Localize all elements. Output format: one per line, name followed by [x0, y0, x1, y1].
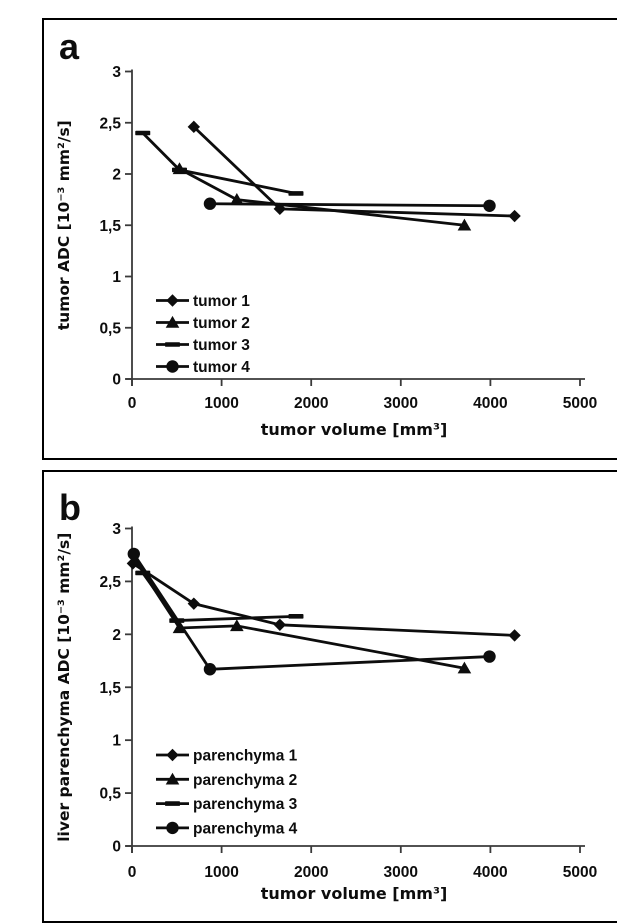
- x-tick-label: 5000: [563, 395, 597, 412]
- legend-item-tumor-2: tumor 2: [156, 315, 250, 332]
- legend-marker-diamond: [166, 748, 179, 762]
- data-point-marker: [483, 650, 496, 663]
- data-point-marker: [457, 661, 472, 674]
- series-line: [132, 553, 490, 671]
- x-tick-label: 5000: [563, 864, 597, 881]
- series-line: [141, 132, 297, 195]
- legend-label: parenchyma 4: [193, 820, 298, 837]
- series-line: [132, 562, 515, 637]
- legend-item-parenchyma-3: parenchyma 3: [156, 796, 298, 813]
- series-line: [209, 202, 490, 208]
- series-line: [133, 558, 465, 670]
- legend-label: parenchyma 1: [193, 748, 298, 765]
- data-point-marker: [288, 191, 304, 196]
- legend: parenchyma 1 parenchyma 2 parenchyma 3 pare…: [156, 748, 298, 837]
- data-point-marker: [203, 663, 217, 676]
- panel-b-letter: b: [59, 487, 81, 528]
- y-tick-label: 2,5: [99, 115, 121, 132]
- y-tick-label: 1: [112, 733, 121, 750]
- legend-label: parenchyma 2: [193, 772, 297, 789]
- panel-b: b 0 1000 2000 3000 4000 5000 0 0,5 1 1,5 2 2,5 3 tumo…: [42, 470, 617, 923]
- x-tick-label: 1000: [204, 395, 238, 412]
- y-tick-label: 2: [112, 627, 121, 644]
- legend-label: parenchyma 3: [193, 796, 298, 813]
- legend-marker-dash: [165, 801, 180, 806]
- legend-label: tumor 3: [193, 337, 250, 354]
- data-point-marker: [483, 199, 496, 212]
- axes: 0 1000 2000 3000 4000 5000 0 0,5 1 1,5 2 2,5 3 tumor …: [55, 521, 597, 903]
- data-point-marker: [203, 197, 217, 210]
- data-point-marker: [127, 547, 140, 561]
- series-parenchyma-4: [127, 547, 496, 676]
- data-point-marker: [457, 218, 472, 231]
- x-tick-label: 0: [128, 395, 137, 412]
- y-tick-label: 1,5: [99, 218, 121, 235]
- legend-label: tumor 4: [193, 359, 250, 376]
- legend-label: tumor 1: [193, 293, 250, 310]
- y-axis-title: tumor ADC [10⁻³ mm²/s]: [55, 120, 73, 330]
- legend-marker-triangle: [165, 772, 180, 785]
- data-point-marker: [187, 120, 201, 134]
- data-point-marker: [273, 618, 287, 632]
- y-tick-label: 0: [112, 372, 121, 389]
- data-point-marker: [230, 193, 244, 205]
- y-tick-label: 3: [112, 521, 121, 538]
- x-tick-label: 2000: [294, 864, 328, 881]
- x-tick-label: 3000: [384, 395, 418, 412]
- data-point-marker: [171, 167, 187, 173]
- chart-a: 0 1000 2000 3000 4000 5000 0 0,5 1 1,5 2 2,5 3 tumor …: [55, 64, 597, 439]
- series-tumor-3: [135, 130, 304, 196]
- legend-marker-circle: [166, 360, 179, 373]
- legend-marker-triangle: [165, 315, 180, 328]
- x-tick-label: 4000: [473, 395, 507, 412]
- data-point-marker: [135, 130, 151, 136]
- series-tumor-2: [172, 162, 472, 231]
- data-point-marker: [508, 209, 521, 223]
- legend-item-tumor-1: tumor 1: [156, 293, 250, 310]
- panel-a-letter: a: [59, 26, 80, 67]
- x-axis-title: tumor volume [mm³]: [261, 884, 448, 903]
- data-point-marker: [288, 614, 304, 619]
- legend-marker-diamond: [166, 294, 179, 307]
- y-tick-label: 1: [112, 269, 121, 286]
- x-tick-label: 1000: [204, 864, 238, 881]
- y-tick-label: 1,5: [99, 680, 121, 697]
- x-tick-label: 3000: [384, 864, 418, 881]
- data-point-marker: [508, 629, 521, 642]
- x-tick-label: 2000: [294, 395, 328, 412]
- axes: 0 1000 2000 3000 4000 5000 0 0,5 1 1,5 2 2,5 3 tumor …: [55, 64, 597, 439]
- y-tick-label: 0: [112, 839, 121, 856]
- legend-marker-circle: [166, 821, 179, 835]
- legend-item-parenchyma-1: parenchyma 1: [156, 748, 298, 765]
- y-tick-label: 3: [112, 64, 121, 81]
- panel-a: a 0 1000 2000 3000 4000 5000 0 0,5 1 1,5 2 2,5 3 tumo…: [42, 18, 617, 460]
- x-tick-label: 4000: [473, 864, 507, 881]
- legend: tumor 1 tumor 2 tumor 3 tumor 4: [156, 293, 250, 376]
- legend-item-tumor-3: tumor 3: [156, 337, 250, 354]
- y-tick-label: 0,5: [99, 320, 121, 337]
- series-tumor-4: [203, 197, 496, 212]
- data-point-marker: [230, 619, 244, 632]
- series-line: [141, 572, 297, 623]
- chart-b: 0 1000 2000 3000 4000 5000 0 0,5 1 1,5 2 2,5 3 tumor …: [55, 521, 597, 903]
- legend-item-tumor-4: tumor 4: [156, 359, 250, 376]
- legend-marker-dash: [165, 342, 180, 347]
- x-axis-title: tumor volume [mm³]: [261, 420, 448, 439]
- legend-item-parenchyma-4: parenchyma 4: [156, 820, 298, 837]
- series-parenchyma-2: [127, 552, 472, 674]
- y-tick-label: 2,5: [99, 574, 121, 591]
- y-tick-label: 2: [112, 167, 121, 184]
- legend-item-parenchyma-2: parenchyma 2: [156, 772, 297, 789]
- y-tick-label: 0,5: [99, 786, 121, 803]
- legend-label: tumor 2: [193, 315, 250, 332]
- x-tick-label: 0: [128, 864, 137, 881]
- y-axis-title: liver parenchyma ADC [10⁻³ mm²/s]: [55, 533, 73, 842]
